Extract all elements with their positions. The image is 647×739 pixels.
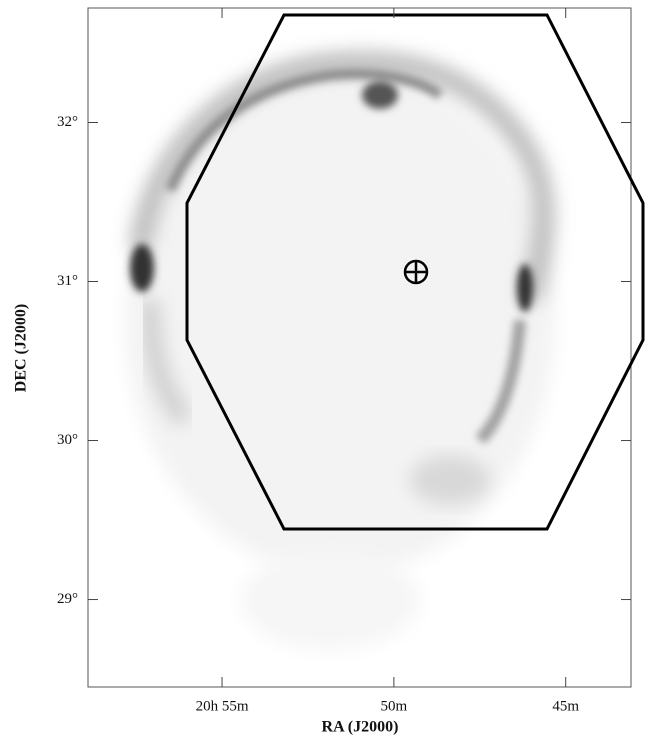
y-tick-label: 29° <box>57 591 78 607</box>
y-tick-label: 31° <box>57 273 78 289</box>
y-tick-label: 30° <box>57 432 78 448</box>
y-axis-label: DEC (J2000) <box>13 304 30 392</box>
x-tick-label: 20h 55m <box>196 698 249 714</box>
x-tick-label: 45m <box>552 698 579 714</box>
center-marker <box>403 259 429 285</box>
plot-frame <box>87 7 632 688</box>
y-tick-label: 32° <box>57 114 78 130</box>
field-of-view <box>185 13 645 531</box>
x-axis-label: RA (J2000) <box>322 719 399 736</box>
nebula-image <box>88 8 631 687</box>
x-tick-label: 50m <box>381 698 408 714</box>
